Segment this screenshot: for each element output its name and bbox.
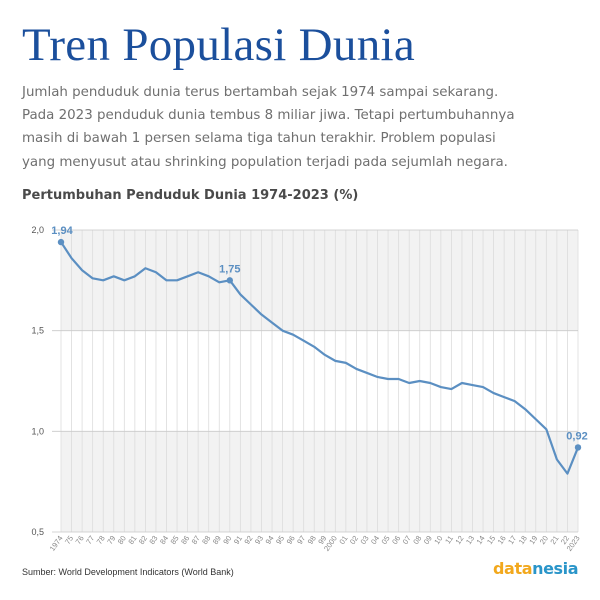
chart-x-ticks: 1974757677787980818283848586878889909192… bbox=[48, 534, 582, 553]
x-tick-label: 21 bbox=[548, 534, 560, 546]
x-tick-label: 17 bbox=[506, 534, 518, 546]
chart-horizontal-gridlines bbox=[52, 229, 578, 533]
x-tick-label: 87 bbox=[190, 534, 202, 546]
x-tick-label: 22 bbox=[559, 534, 571, 546]
x-tick-label: 98 bbox=[306, 534, 318, 546]
x-tick-label: 82 bbox=[137, 534, 149, 546]
intro-paragraph: Jumlah penduduk dunia terus bertambah se… bbox=[22, 81, 588, 174]
x-tick-label: 13 bbox=[464, 534, 476, 546]
chart-title: Pertumbuhan Penduduk Dunia 1974-2023 (%) bbox=[22, 188, 359, 203]
source-note: Sumber: World Development Indicators (Wo… bbox=[22, 567, 234, 577]
x-tick-label: 96 bbox=[285, 534, 297, 546]
chart-band bbox=[61, 431, 578, 532]
x-tick-label: 20 bbox=[538, 534, 550, 546]
data-point-marker bbox=[574, 444, 582, 451]
x-tick-label: 91 bbox=[232, 534, 244, 546]
x-tick-label: 80 bbox=[116, 534, 128, 546]
x-tick-label: 16 bbox=[496, 534, 508, 546]
page-title: Tren Populasi Dunia bbox=[22, 19, 416, 71]
x-tick-label: 07 bbox=[401, 534, 413, 546]
intro-line: yang menyusut atau shrinking population … bbox=[22, 154, 508, 170]
y-tick-label: 1,5 bbox=[31, 326, 44, 336]
x-tick-label: 81 bbox=[126, 534, 138, 546]
series-line bbox=[59, 240, 580, 475]
x-tick-label: 86 bbox=[179, 534, 191, 546]
y-tick-label: 0,5 bbox=[31, 527, 44, 537]
x-tick-label: 18 bbox=[517, 534, 529, 546]
x-tick-label: 05 bbox=[380, 534, 392, 546]
x-tick-label: 89 bbox=[211, 534, 223, 546]
x-tick-label: 1974 bbox=[48, 534, 65, 553]
intro-line: masih di bawah 1 persen selama tiga tahu… bbox=[22, 131, 496, 147]
x-tick-label: 88 bbox=[200, 534, 212, 546]
y-tick-label: 1,0 bbox=[31, 426, 44, 436]
y-tick-label: 2,0 bbox=[31, 225, 44, 235]
intro-line: Jumlah penduduk dunia terus bertambah se… bbox=[22, 85, 499, 100]
x-tick-label: 99 bbox=[316, 534, 328, 546]
brand-logo: datanesia bbox=[493, 559, 579, 578]
chart-series bbox=[59, 240, 580, 475]
x-tick-label: 10 bbox=[432, 534, 444, 546]
x-tick-label: 06 bbox=[390, 534, 402, 546]
chart-annotations: 1,94 1,75 0,92 bbox=[51, 225, 588, 451]
x-tick-label: 95 bbox=[274, 534, 286, 546]
x-tick-label: 11 bbox=[443, 534, 455, 546]
x-tick-label: 78 bbox=[95, 534, 107, 546]
x-tick-label: 85 bbox=[169, 534, 181, 546]
x-tick-label: 02 bbox=[348, 534, 360, 546]
x-tick-label: 03 bbox=[358, 534, 370, 546]
chart-vertical-gridlines bbox=[60, 230, 579, 532]
x-tick-label: 83 bbox=[147, 534, 159, 546]
x-tick-label: 12 bbox=[453, 534, 465, 546]
logo-part-data: data bbox=[493, 559, 533, 578]
x-tick-label: 09 bbox=[422, 534, 434, 546]
x-tick-label: 93 bbox=[253, 534, 265, 546]
x-tick-label: 90 bbox=[221, 534, 233, 546]
x-tick-label: 19 bbox=[527, 534, 539, 546]
x-tick-label: 92 bbox=[242, 534, 254, 546]
x-tick-label: 04 bbox=[369, 534, 381, 546]
x-tick-label: 77 bbox=[84, 534, 96, 546]
chart-y-ticks: 2,0 1,5 1,0 0,5 bbox=[31, 225, 44, 537]
x-tick-label: 15 bbox=[485, 534, 497, 546]
chart-bands bbox=[61, 230, 578, 532]
data-label: 0,92 bbox=[566, 430, 587, 442]
x-tick-label: 75 bbox=[63, 534, 75, 546]
x-tick-label: 01 bbox=[337, 534, 349, 546]
x-tick-label: 84 bbox=[158, 534, 170, 546]
data-label: 1,94 bbox=[51, 225, 73, 237]
data-point-marker bbox=[226, 277, 234, 284]
data-point-marker bbox=[57, 238, 65, 246]
x-tick-label: 79 bbox=[105, 534, 117, 546]
x-tick-label: 97 bbox=[295, 534, 307, 546]
intro-line: Pada 2023 penduduk dunia tembus 8 miliar… bbox=[22, 108, 515, 124]
x-tick-label: 08 bbox=[411, 534, 423, 546]
x-tick-label: 94 bbox=[264, 534, 276, 546]
logo-part-nesia: nesia bbox=[532, 559, 579, 578]
chart-band bbox=[61, 230, 578, 331]
data-label: 1,75 bbox=[219, 263, 240, 275]
x-tick-label: 14 bbox=[475, 534, 487, 546]
x-tick-label: 76 bbox=[74, 534, 86, 546]
